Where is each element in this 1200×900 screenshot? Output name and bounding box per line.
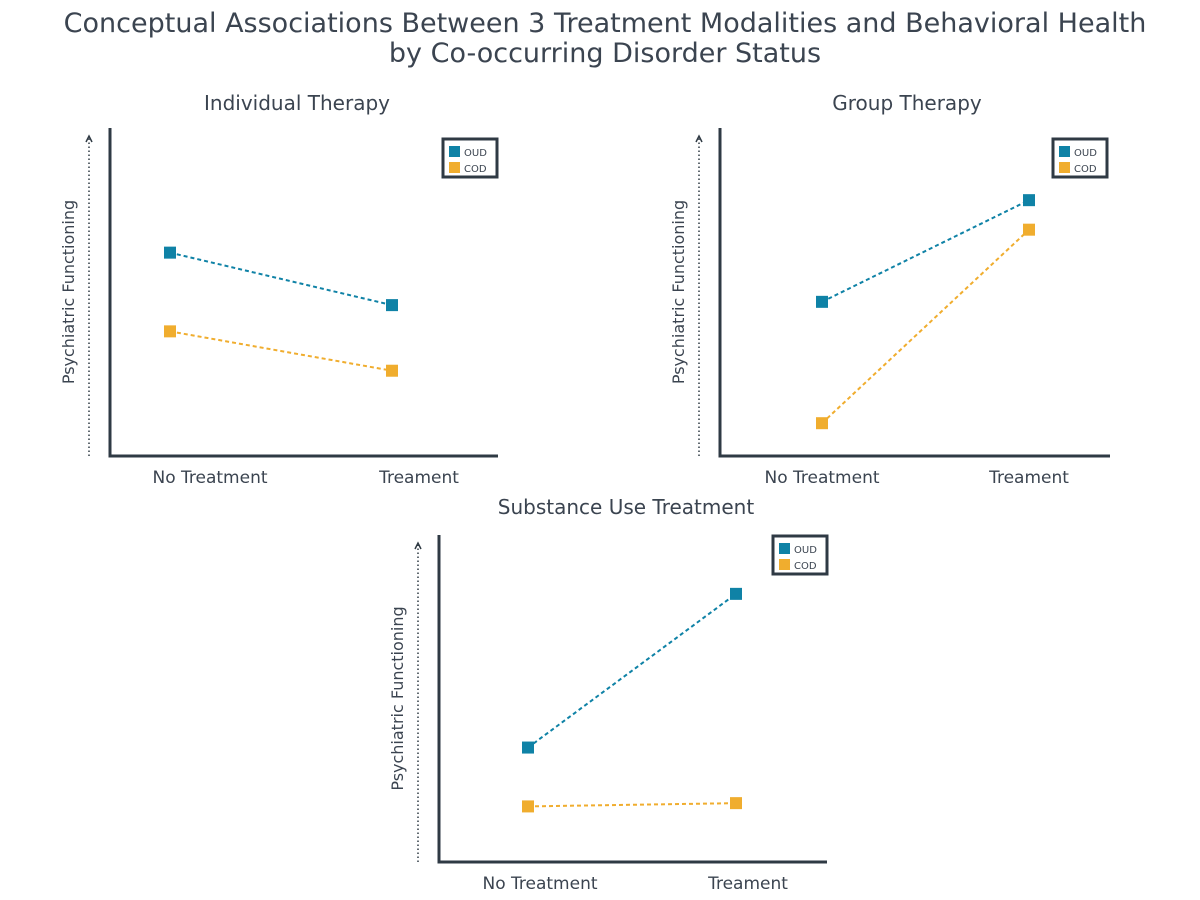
x-tick-label: Treament	[707, 874, 788, 894]
legend-swatch-cod	[1059, 162, 1070, 173]
series-line-cod	[169, 330, 393, 372]
figure-title-line1: Conceptual Associations Between 3 Treatm…	[64, 8, 1147, 39]
data-point-cod	[1023, 223, 1035, 236]
data-point-cod	[386, 364, 398, 377]
legend-label-cod: COD	[1074, 164, 1097, 175]
data-point-oud	[816, 295, 828, 308]
legend-label-oud: OUD	[794, 545, 817, 556]
x-tick-label: Treament	[378, 468, 459, 488]
data-point-cod	[730, 797, 742, 810]
legend-label-oud: OUD	[1074, 148, 1097, 159]
chart-title: Group Therapy	[832, 91, 982, 115]
figure-title-line2: by Co-occurring Disorder Status	[389, 38, 821, 69]
legend-label-cod: COD	[794, 561, 817, 572]
chart-panel-1: Individual Therapy Psychiatric Functionin…	[59, 91, 499, 488]
data-point-cod	[816, 417, 828, 430]
legend-swatch-oud	[779, 543, 790, 554]
data-point-oud	[386, 299, 398, 312]
series-line-oud	[527, 593, 737, 749]
y-axis-label: Psychiatric Functioning	[59, 200, 78, 384]
legend-swatch-oud	[1059, 146, 1070, 157]
chart-title: Individual Therapy	[204, 91, 390, 115]
series-line-oud	[169, 251, 393, 307]
legend: OUD COD	[1051, 137, 1109, 179]
data-point-cod	[522, 800, 534, 813]
legend: OUD COD	[771, 534, 829, 576]
data-point-cod	[164, 325, 176, 338]
x-tick-label: No Treatment	[764, 468, 879, 488]
series-line-oud	[821, 199, 1030, 303]
y-axis-arrow-head	[85, 134, 93, 143]
series-line-cod	[527, 802, 737, 808]
data-point-oud	[522, 741, 534, 754]
legend-swatch-cod	[779, 559, 790, 570]
data-point-oud	[1023, 194, 1035, 207]
legend-label-cod: COD	[464, 164, 487, 175]
x-tick-label: Treament	[988, 468, 1069, 488]
y-axis-arrow-head	[414, 541, 422, 550]
y-axis-arrow-head	[695, 134, 703, 143]
y-axis-label: Psychiatric Functioning	[388, 606, 407, 790]
legend-swatch-cod	[449, 162, 460, 173]
data-point-oud	[164, 246, 176, 259]
chart-panel-3: Substance Use Treatment Psychiatric Funct…	[388, 495, 829, 894]
series-line-cod	[821, 228, 1030, 424]
x-tick-label: No Treatment	[152, 468, 267, 488]
legend-swatch-oud	[449, 146, 460, 157]
x-tick-label: No Treatment	[482, 874, 597, 894]
chart-panel-2: Group Therapy Psychiatric Functioning No T…	[669, 91, 1110, 488]
data-point-oud	[730, 587, 742, 600]
chart-title: Substance Use Treatment	[498, 495, 755, 519]
y-axis-label: Psychiatric Functioning	[669, 200, 688, 384]
legend-label-oud: OUD	[464, 148, 487, 159]
legend: OUD COD	[441, 137, 499, 179]
